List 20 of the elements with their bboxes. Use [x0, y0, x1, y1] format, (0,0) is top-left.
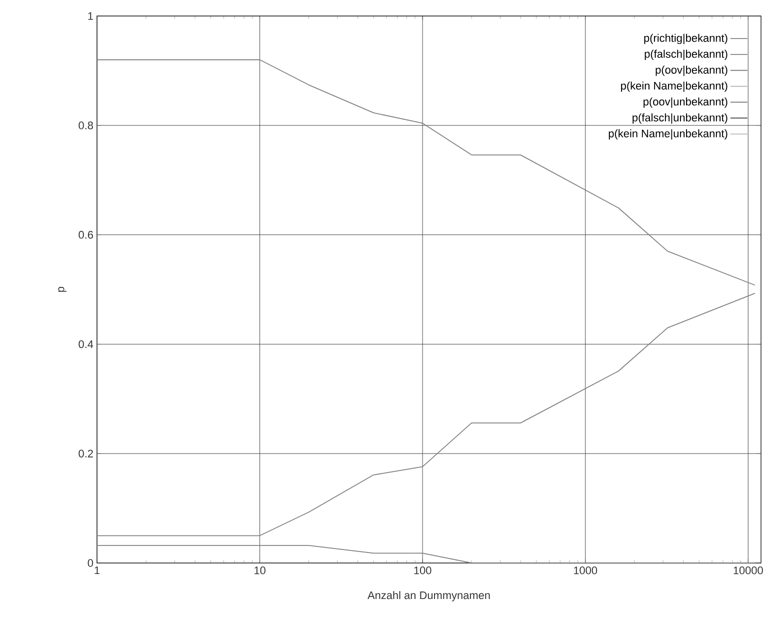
- legend-label: p(falsch|bekannt): [644, 50, 728, 60]
- y-tick-label: 0.6: [78, 230, 93, 239]
- y-tick-label: 1: [88, 12, 93, 20]
- legend-label: p(oov|unbekannt): [644, 97, 728, 108]
- y-tick-label: 0.2: [78, 450, 93, 458]
- y-tick-label: 0: [88, 559, 94, 567]
- legend-label: p(kein Name|unbekannt): [608, 129, 728, 140]
- y-tick-label: 0.4: [78, 340, 94, 348]
- legend-label: p(oov|bekannt): [656, 66, 728, 76]
- x-axis-title: Anzahl an Dummynamen: [368, 591, 490, 602]
- y-axis-title: p: [58, 286, 66, 292]
- y-tick-label: 0.8: [78, 122, 93, 130]
- x-tick-label: 10: [254, 566, 266, 574]
- x-tick-label: 1000: [574, 566, 598, 574]
- x-tick-label: 1: [94, 566, 100, 574]
- x-tick-label: 10000: [734, 566, 763, 574]
- legend-label: p(richtig|bekannt): [644, 34, 728, 44]
- x-tick-label: 100: [414, 566, 432, 574]
- legend-label: p(falsch|unbekannt): [632, 113, 728, 124]
- legend-label: p(kein Name|bekannt): [621, 82, 728, 92]
